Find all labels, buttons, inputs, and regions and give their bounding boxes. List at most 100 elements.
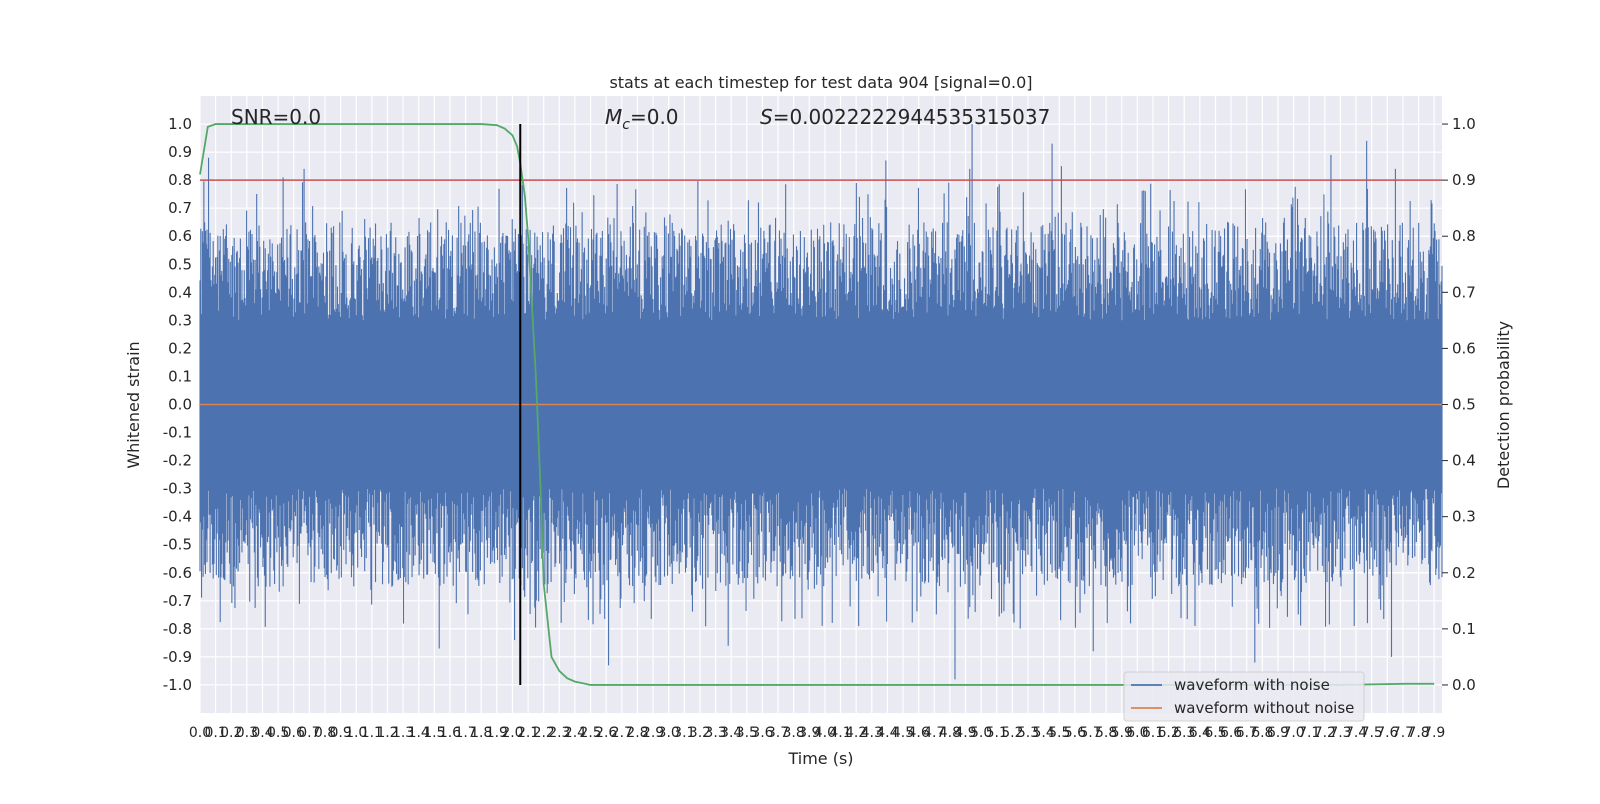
y-axis-ticks: 1.0 0.9 0.8 0.7 0.6 0.5 0.4 0.3 0.2 0.1 0.0 -0.1 -0.… — [163, 115, 192, 694]
x-tick-label: 7.1 — [1298, 725, 1320, 741]
y-tick-label: -0.9 — [163, 648, 192, 666]
y-tick-label: -0.1 — [163, 424, 192, 442]
y-tick-label: 0.9 — [168, 143, 192, 161]
x-tick-label: 2.2 — [533, 725, 555, 741]
x-tick-label: 5.6 — [1064, 725, 1086, 741]
y-tick-label: -0.5 — [163, 536, 192, 554]
x-tick-label: 0.6 — [283, 725, 305, 741]
y-tick-label: -0.4 — [163, 508, 192, 526]
legend: waveform with noise waveform without noi… — [1123, 671, 1365, 722]
x-tick-label: 7.7 — [1392, 725, 1414, 741]
x-tick-label: 2.5 — [579, 725, 601, 741]
x-tick-label: 2.0 — [501, 725, 523, 741]
x-tick-label: 1.4 — [408, 725, 430, 741]
x-tick-label: 4.4 — [876, 725, 898, 741]
x-tick-label: 3.7 — [767, 725, 789, 741]
y-tick-label: -0.3 — [163, 480, 192, 498]
y2-tick-label: 0.5 — [1452, 396, 1476, 414]
x-tick-label: 6.4 — [1189, 725, 1211, 741]
y2-tick-label: 0.8 — [1452, 227, 1476, 245]
x-tick-label: 0.0 — [189, 725, 211, 741]
y-tick-label: -0.6 — [163, 564, 192, 582]
x-tick-label: 1.6 — [439, 725, 461, 741]
x-tick-label: 7.8 — [1407, 725, 1429, 741]
y-tick-label: -0.8 — [163, 620, 192, 638]
chirp-mass-subscript: c — [622, 117, 630, 133]
x-tick-label: 1.9 — [486, 725, 508, 741]
x-tick-label: 3.1 — [673, 725, 695, 741]
y-tick-label: -0.7 — [163, 592, 192, 610]
x-tick-label: 6.3 — [1173, 725, 1195, 741]
x-tick-label: 7.6 — [1376, 725, 1398, 741]
x-tick-label: 2.7 — [611, 725, 633, 741]
s-annotation: S=0.0022222944535315037 — [760, 105, 1050, 129]
x-tick-label: 5.0 — [970, 725, 992, 741]
x-tick-label: 4.6 — [908, 725, 930, 741]
y2-tick-label: 1.0 — [1452, 115, 1476, 133]
y-tick-label: 0.4 — [168, 283, 192, 301]
x-tick-label: 6.1 — [1142, 725, 1164, 741]
y-tick-label: 0.7 — [168, 199, 192, 217]
x-tick-label: 3.3 — [704, 725, 726, 741]
x-tick-label: 5.7 — [1079, 725, 1101, 741]
x-tick-label: 0.5 — [267, 725, 289, 741]
y-axis-label: Whitened strain — [124, 341, 143, 468]
chart-title: stats at each timestep for test data 904… — [609, 73, 1032, 92]
x-tick-label: 1.8 — [470, 725, 492, 741]
chirp-mass-value: =0.0 — [630, 105, 679, 129]
snr-annotation: SNR=0.0 — [231, 105, 321, 129]
y-tick-label: 0.3 — [168, 311, 192, 329]
x-tick-label: 7.4 — [1345, 725, 1367, 741]
x-tick-label: 2.9 — [642, 725, 664, 741]
series-waveform-with-noise — [199, 124, 1443, 680]
x-tick-label: 3.5 — [736, 725, 758, 741]
x-tick-label: 5.5 — [1048, 725, 1070, 741]
x-tick-label: 1.0 — [345, 725, 367, 741]
y2-axis-ticks: 1.0 0.9 0.8 0.7 0.6 0.5 0.4 0.3 0.2 0.1 0.0 — [1442, 115, 1476, 694]
x-tick-label: 5.1 — [986, 725, 1008, 741]
x-tick-label: 3.4 — [720, 725, 742, 741]
x-tick-label: 7.5 — [1361, 725, 1383, 741]
x-tick-label: 3.6 — [751, 725, 773, 741]
y2-tick-label: 0.7 — [1452, 283, 1476, 301]
x-tick-label: 6.0 — [1126, 725, 1148, 741]
x-tick-label: 5.9 — [1111, 725, 1133, 741]
y-tick-label: 1.0 — [168, 115, 192, 133]
y-tick-label: 0.6 — [168, 227, 192, 245]
x-tick-label: 0.1 — [204, 725, 226, 741]
x-tick-label: 1.3 — [392, 725, 414, 741]
x-tick-label: 7.9 — [1423, 725, 1445, 741]
chirp-mass-annotation: Mc=0.0 — [605, 105, 679, 133]
x-tick-label: 5.8 — [1095, 725, 1117, 741]
legend-label-noise: waveform with noise — [1174, 676, 1330, 694]
x-tick-label: 6.8 — [1251, 725, 1273, 741]
x-tick-label: 4.9 — [954, 725, 976, 741]
x-tick-label: 4.3 — [861, 725, 883, 741]
x-tick-label: 4.2 — [845, 725, 867, 741]
x-tick-label: 3.0 — [658, 725, 680, 741]
y2-tick-label: 0.9 — [1452, 171, 1476, 189]
legend-box — [1123, 671, 1365, 722]
y-tick-label: 0.1 — [168, 367, 192, 385]
x-tick-label: 6.2 — [1157, 725, 1179, 741]
y-tick-label: -0.2 — [163, 452, 192, 470]
x-tick-label: 4.8 — [939, 725, 961, 741]
y2-tick-label: 0.4 — [1452, 452, 1476, 470]
y-tick-label: 0.0 — [168, 396, 192, 414]
x-tick-label: 0.2 — [220, 725, 242, 741]
x-tick-label: 1.2 — [376, 725, 398, 741]
x-tick-label: 4.0 — [814, 725, 836, 741]
x-tick-label: 4.1 — [829, 725, 851, 741]
x-tick-label: 0.9 — [329, 725, 351, 741]
x-tick-label: 3.2 — [689, 725, 711, 741]
x-tick-label: 2.1 — [517, 725, 539, 741]
x-tick-label: 7.0 — [1282, 725, 1304, 741]
y2-tick-label: 0.3 — [1452, 508, 1476, 526]
x-tick-label: 2.8 — [626, 725, 648, 741]
x-tick-label: 4.5 — [892, 725, 914, 741]
y-tick-label: 0.8 — [168, 171, 192, 189]
x-tick-label: 6.5 — [1204, 725, 1226, 741]
x-tick-label: 0.4 — [251, 725, 273, 741]
